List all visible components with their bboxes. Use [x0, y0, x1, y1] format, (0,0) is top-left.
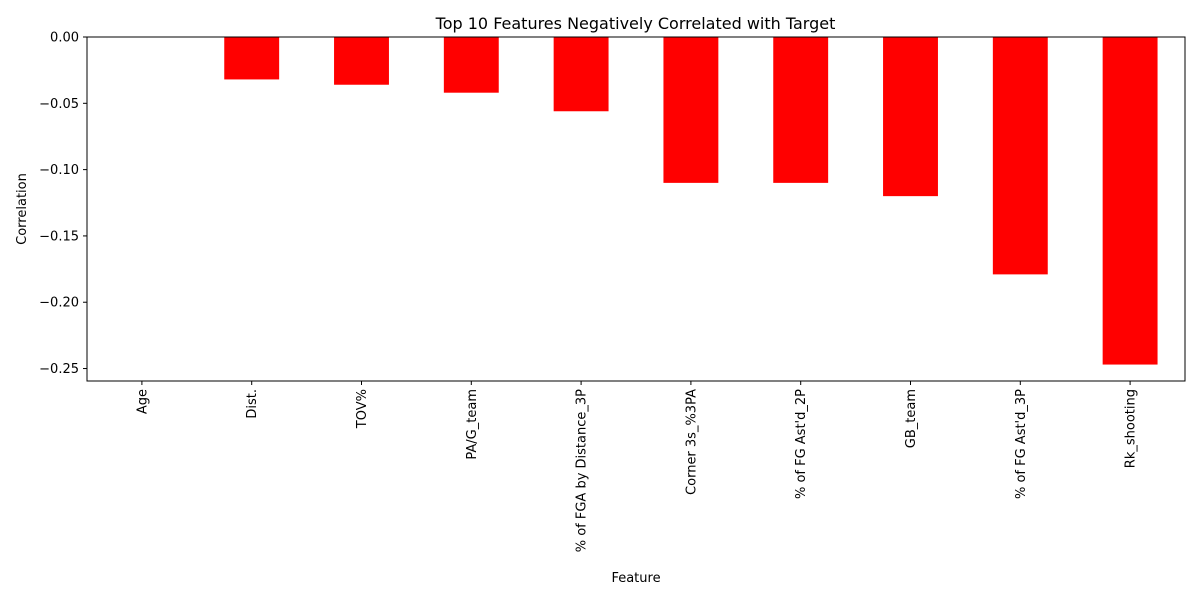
y-axis-title: Correlation	[15, 173, 30, 245]
x-tick-label: % of FG Ast'd_3P	[1014, 389, 1029, 499]
plot-frame	[86, 36, 1186, 382]
bar-4	[553, 37, 609, 112]
bar-7	[883, 37, 938, 197]
x-tick-label: % of FG Ast'd_2P	[794, 389, 809, 499]
x-tick-label: GB_team	[904, 389, 919, 448]
bars-group	[224, 37, 1158, 365]
y-tick-label: −0.05	[39, 97, 79, 112]
bar-5	[663, 37, 719, 183]
bar-6	[773, 37, 829, 183]
x-tick-label: % of FGA by Distance_3P	[575, 389, 590, 552]
bar-2	[334, 37, 389, 85]
y-tick-label: −0.20	[39, 296, 79, 311]
y-tick-label: 0.00	[50, 31, 79, 46]
bar-3	[443, 37, 499, 93]
x-axis-title: Feature	[611, 571, 660, 586]
x-axis: Age Dist. TOV% PA/G_team % of FGA by Distanc…	[135, 381, 1139, 552]
y-tick-label: −0.15	[39, 229, 79, 244]
x-tick-label: TOV%	[355, 389, 370, 429]
y-axis: 0.00 −0.05 −0.10 −0.15 −0.20 −0.25	[39, 31, 87, 377]
bar-9	[1102, 37, 1158, 365]
x-tick-label: Corner 3s_%3PA	[684, 389, 699, 495]
x-tick-label: Age	[135, 389, 150, 414]
x-tick-label: PA/G_team	[465, 389, 480, 460]
x-tick-label: Dist.	[245, 389, 260, 419]
x-tick-label: Rk_shooting	[1124, 389, 1139, 468]
y-tick-label: −0.25	[39, 362, 79, 377]
bar-1	[224, 37, 280, 80]
bar-8	[992, 37, 1048, 275]
chart-title: Top 10 Features Negatively Correlated wi…	[435, 14, 836, 33]
y-tick-label: −0.10	[39, 163, 79, 178]
